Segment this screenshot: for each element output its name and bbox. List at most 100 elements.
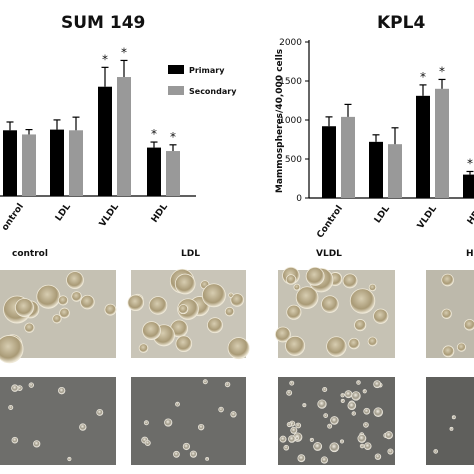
y-tick-label: 0	[296, 194, 302, 204]
x-tick-label: LDL	[54, 202, 73, 223]
y-tick-label: 2000	[279, 38, 302, 48]
x-tick-label: LDL	[373, 204, 392, 225]
significance-star: *	[170, 130, 176, 144]
spheroid	[451, 415, 456, 420]
significance-star: *	[121, 45, 127, 59]
spheroid	[339, 439, 345, 444]
spheroid	[8, 404, 14, 410]
spheroid	[344, 390, 353, 399]
legend-swatch-secondary	[168, 86, 184, 95]
x-tick-label: HDL	[466, 204, 474, 227]
spheroid	[317, 399, 327, 409]
spheroid	[295, 436, 299, 441]
spheroid	[36, 284, 61, 309]
spheroid	[224, 381, 231, 388]
spheroid	[387, 448, 394, 455]
bar-secondary-hdl	[166, 151, 180, 196]
spheroid	[351, 411, 356, 416]
spheroid	[449, 426, 454, 431]
spheroid	[363, 442, 372, 451]
spheroid	[144, 440, 151, 447]
spheroid	[275, 326, 291, 343]
spheroid	[11, 436, 19, 444]
y-tick-label: 1500	[279, 77, 302, 87]
panel-label-control: control	[12, 249, 48, 259]
spheroid	[96, 408, 104, 416]
spheroid	[374, 453, 382, 460]
panel-label-ldl: LDL	[181, 249, 200, 259]
spheroid	[327, 423, 333, 429]
spheroid	[230, 411, 237, 418]
spheroid	[340, 393, 345, 398]
spheroid	[59, 307, 70, 319]
spheroid	[279, 435, 287, 443]
spheroid	[104, 303, 117, 316]
spheroid	[227, 337, 250, 360]
spheroid	[202, 379, 208, 385]
spheroid	[384, 431, 393, 440]
spheroid	[342, 273, 358, 289]
x-tick-label: VLDL	[98, 202, 121, 229]
spheroid	[11, 384, 19, 392]
spheroid	[309, 437, 314, 442]
significance-star: *	[102, 52, 108, 66]
spheroid	[24, 322, 35, 333]
spheroid	[441, 273, 454, 287]
spheroid	[363, 407, 371, 415]
spheroid	[323, 413, 329, 418]
spheroid	[286, 421, 292, 428]
bar-secondary-ldl	[69, 130, 83, 196]
spheroid	[349, 288, 376, 314]
spheroid	[295, 422, 302, 429]
spheroid	[58, 386, 66, 395]
spheroid	[354, 319, 367, 332]
spheroid	[79, 423, 87, 431]
spheroid	[57, 295, 69, 306]
significance-star: *	[467, 156, 473, 170]
spheroid	[326, 336, 347, 357]
spheroid	[182, 442, 191, 451]
bar-primary-hdl	[463, 174, 474, 198]
spheroid	[368, 283, 377, 292]
bar-primary-hdl	[147, 147, 161, 196]
x-tick-label: ontrol	[0, 202, 26, 233]
spheroid	[207, 317, 223, 334]
spheroid	[441, 308, 452, 320]
spheroid	[205, 456, 210, 461]
x-tick-label: VLDL	[416, 204, 439, 231]
spheroid	[367, 336, 378, 347]
bar-secondary-vldl	[435, 88, 449, 198]
spheroid	[322, 386, 328, 393]
significance-star: *	[439, 64, 445, 78]
spheroid	[52, 314, 62, 324]
spheroid	[442, 345, 455, 358]
spheroid	[351, 391, 361, 401]
spheroid	[330, 416, 339, 425]
micrograph-control-secondary	[0, 377, 116, 465]
spheroid	[173, 450, 180, 458]
legend-swatch-primary	[168, 65, 184, 74]
spheroid	[302, 403, 307, 408]
spheroid	[28, 382, 35, 388]
bar-primary-ontrol	[3, 130, 17, 196]
kpl4-chart: KPL4 Mammospheres/40,000 cells 0 500 1000 1…	[275, 13, 474, 240]
chart-title: SUM 149	[61, 13, 145, 33]
spheroid	[228, 292, 234, 298]
spheroid	[189, 450, 198, 458]
spheroid	[230, 293, 244, 307]
sum149-chart: SUM 149 * * * * ontrol LDL VLDL HDL Primary Se…	[0, 13, 237, 233]
spheroid	[456, 342, 467, 352]
spheroid	[348, 337, 360, 350]
spheroid	[347, 401, 357, 411]
bar-primary-vldl	[98, 86, 112, 196]
chart-title: KPL4	[377, 13, 425, 33]
spheroid	[321, 295, 339, 313]
spheroid	[71, 291, 82, 302]
spheroid	[224, 306, 235, 317]
bar-primary-ldl	[50, 129, 64, 196]
bar-secondary-ontrol	[22, 134, 36, 196]
spheroid	[293, 283, 301, 291]
spheroid	[286, 389, 293, 396]
legend-label-secondary: Secondary	[189, 87, 237, 96]
